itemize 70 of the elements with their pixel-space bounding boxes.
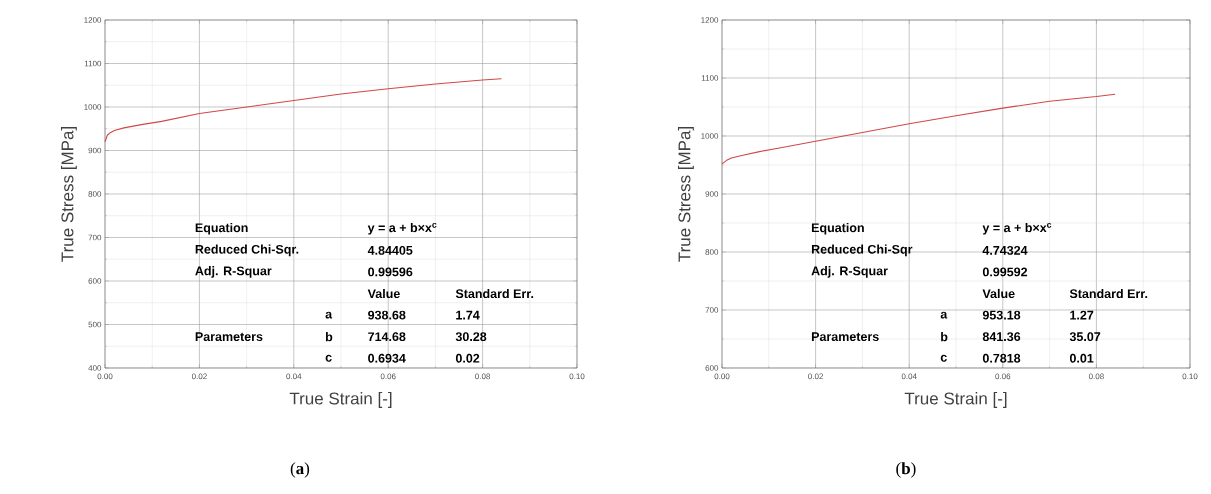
y-tick-label: 1200 — [84, 17, 102, 23]
x-axis-title: True Strain [-] — [904, 392, 1007, 408]
x-tick-label: 0.08 — [1088, 373, 1104, 380]
annotation: Standard Err. — [1069, 288, 1148, 299]
y-tick-label: 1100 — [84, 60, 102, 67]
annotation: 953.18 — [982, 310, 1021, 320]
y-axis-title: True Stress [MPa] — [677, 127, 694, 262]
x-tick-label: 0.02 — [808, 373, 823, 380]
annotation: 714.68 — [368, 332, 406, 342]
y-tick-label: 900 — [705, 191, 719, 197]
annotation: Equation — [195, 222, 248, 235]
annotation: 0.99592 — [982, 267, 1028, 277]
annotation: 1.27 — [1070, 310, 1094, 320]
text: (b) — [896, 462, 916, 478]
x-tick-label: 0.02 — [191, 373, 207, 380]
annotation: b — [941, 332, 948, 342]
annotation: 30.28 — [455, 332, 487, 342]
annotation: 0.01 — [1069, 353, 1094, 363]
annotation: 4.74324 — [982, 245, 1028, 255]
annotation: 35.07 — [1069, 332, 1101, 342]
annotation: 0.99596 — [368, 267, 413, 277]
annotation: Standard Err. — [455, 288, 534, 299]
annotation: y = a + b×x$^{c}$ — [982, 222, 1052, 235]
x-tick-label: 0.10 — [569, 373, 585, 380]
y-tick-label: 700 — [705, 307, 719, 313]
y-axis-title: True Stress [MPa] — [60, 127, 77, 262]
annotation: Value — [982, 288, 1015, 299]
annotation: 0.6934 — [368, 353, 406, 363]
y-tick-label: 1200 — [701, 17, 719, 23]
y-tick-label: 800 — [705, 249, 719, 255]
x-tick-label: 0.10 — [1182, 373, 1198, 380]
annotation: Parameters — [811, 332, 879, 342]
annotation: Equation — [811, 222, 864, 235]
y-tick-label: 1000 — [84, 104, 102, 110]
y-tick-label: 800 — [88, 191, 102, 197]
x-axis-title: True Strain [-] — [289, 392, 392, 408]
x-tick-label: 0.04 — [901, 373, 917, 380]
y-tick-label: 400 — [88, 365, 102, 371]
annotation: 1.74 — [456, 310, 480, 320]
annotation: 0.02 — [455, 353, 480, 363]
annotation: a — [940, 311, 948, 319]
annotation: b — [325, 332, 333, 342]
y-tick-label: 600 — [705, 365, 719, 371]
y-tick-label: 600 — [88, 278, 102, 284]
annotation: a — [325, 311, 333, 319]
annotation: Adj. R-Squar — [195, 266, 272, 278]
x-tick-label: 0.06 — [995, 373, 1011, 380]
annotation: 938.68 — [368, 310, 406, 320]
annotation: c — [325, 354, 332, 362]
x-tick-label: 0.00 — [714, 373, 730, 380]
annotation: c — [940, 354, 947, 362]
annotation: 4.84405 — [367, 245, 413, 255]
annotation: 0.7818 — [982, 353, 1021, 363]
x-tick-label: 0.06 — [380, 373, 396, 380]
y-tick-label: 900 — [88, 147, 102, 154]
y-tick-label: 700 — [88, 234, 102, 241]
annotation: Value — [367, 288, 400, 299]
annotation: 841.36 — [982, 332, 1021, 342]
x-tick-label: 0.04 — [286, 373, 302, 380]
x-tick-label: 0.08 — [475, 373, 491, 380]
y-tick-label: 1100 — [701, 75, 719, 81]
annotation: Reduced Chi-Sqr — [811, 244, 913, 257]
annotation: Adj. R-Squar — [811, 266, 888, 278]
text: (a) — [290, 462, 310, 478]
annotation: Reduced Chi-Sqr. — [195, 244, 299, 257]
annotation: y = a + b×x$^{c}$ — [367, 222, 437, 235]
x-tick-label: 0.00 — [97, 373, 113, 380]
y-tick-label: 500 — [88, 321, 102, 328]
y-tick-label: 1000 — [701, 133, 719, 139]
annotation: Parameters — [195, 332, 263, 342]
